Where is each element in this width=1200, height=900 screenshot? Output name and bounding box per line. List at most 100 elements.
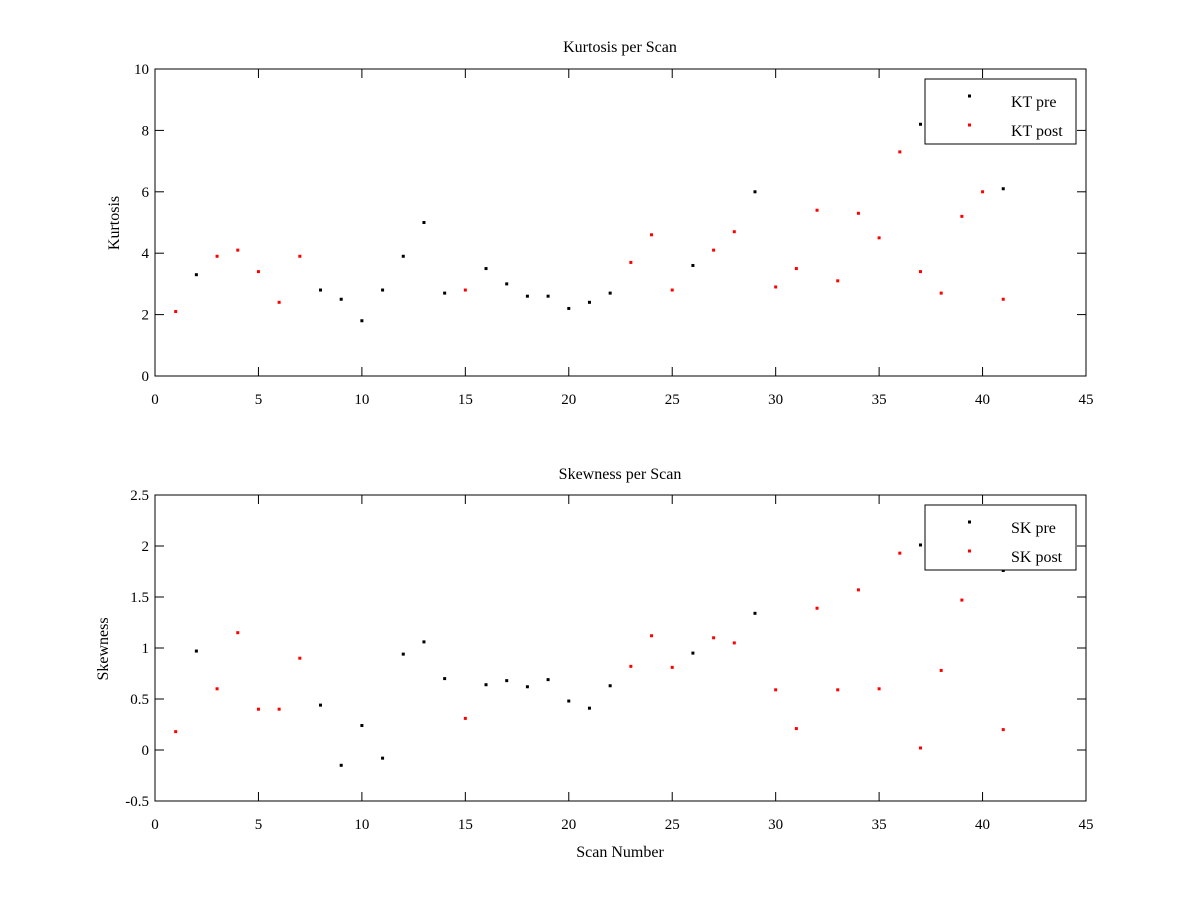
kurtosis-x-tick-label: 35: [872, 392, 887, 408]
kt-post-point: [836, 279, 840, 283]
sk-pre-point: [567, 699, 571, 703]
kurtosis-x-tick-label: 25: [665, 392, 680, 408]
sk-pre-point: [422, 640, 426, 644]
kt-pre-point: [567, 306, 571, 310]
skewness-x-tick-label: 40: [975, 817, 990, 833]
sk-post-point: [877, 687, 881, 691]
sk-pre-point: [505, 679, 509, 683]
kt-post-point: [277, 300, 281, 304]
kt-pre-point: [422, 221, 426, 224]
sk-pre-point: [319, 703, 323, 707]
kurtosis-y-axis-label: Kurtosis: [106, 196, 123, 250]
kt-post-point: [650, 233, 654, 237]
kt-post-point: [856, 211, 860, 215]
kt-post-point: [463, 288, 467, 292]
kurtosis-x-tick-label: 5: [255, 392, 263, 408]
kurtosis-y-tick-label: 2: [142, 308, 150, 324]
kt-post-point: [712, 248, 716, 252]
sk-post-point: [1001, 728, 1005, 732]
kurtosis-legend: KT pre KT post: [924, 78, 1077, 145]
legend-marker-sk-post: [968, 549, 971, 553]
sk-post-point: [215, 687, 219, 691]
skewness-points: [174, 510, 1005, 767]
skewness-y-axis-label: Skewness: [95, 617, 112, 680]
skewness-axes-box: [154, 494, 1087, 802]
kt-post-point: [898, 150, 902, 154]
sk-post-point: [918, 746, 922, 750]
kt-pre-point: [401, 254, 405, 258]
kurtosis-axes-box: [154, 68, 1087, 377]
kt-post-point: [774, 285, 778, 289]
legend-label-kt-pre: KT pre: [1011, 94, 1056, 111]
kurtosis-y-tick-label: 6: [142, 185, 150, 201]
sk-pre-point: [484, 683, 488, 687]
kt-post-point: [794, 267, 798, 271]
kt-post-point: [877, 236, 881, 240]
sk-pre-point: [546, 678, 550, 682]
kt-pre-point: [546, 294, 550, 298]
legend-label-sk-post: SK post: [1011, 549, 1063, 566]
kt-pre-point: [691, 263, 695, 267]
sk-post-point: [463, 716, 467, 720]
kt-pre-point: [1001, 187, 1005, 191]
kt-pre-point: [753, 190, 757, 194]
kurtosis-y-tick-label: 10: [134, 62, 149, 78]
sk-pre-point: [194, 649, 198, 653]
skewness-plot-title: Skewness per Scan: [559, 466, 682, 483]
kt-post-point: [215, 254, 219, 258]
kurtosis-ticks: 0 5 10 15 20 25 30 35 40 45 0 2 4 6 8 10: [134, 62, 1094, 408]
skewness-y-tick-label: 1: [142, 641, 150, 657]
sk-pre-point: [401, 652, 405, 656]
kt-post-point: [298, 254, 302, 258]
kt-pre-point: [525, 294, 529, 298]
kt-pre-point: [484, 267, 488, 271]
skewness-x-tick-label: 10: [354, 817, 369, 833]
skewness-x-tick-label: 30: [768, 817, 783, 833]
kurtosis-x-tick-label: 40: [975, 392, 990, 408]
kt-post-point: [918, 270, 922, 274]
sk-post-point: [629, 664, 633, 668]
skewness-legend: SK pre SK post: [924, 504, 1077, 571]
kurtosis-x-tick-label: 10: [354, 392, 369, 408]
sk-post-point: [256, 707, 260, 711]
kt-pre-point: [443, 291, 447, 295]
sk-pre-point: [381, 756, 385, 760]
sk-pre-point: [608, 684, 612, 688]
kt-pre-point: [587, 300, 591, 304]
legend-label-kt-post: KT post: [1011, 123, 1063, 140]
skewness-legend-box: [924, 504, 1077, 571]
kt-post-point: [256, 270, 260, 274]
sk-post-point: [670, 665, 674, 669]
kt-pre-point: [505, 282, 509, 286]
kurtosis-y-tick-label: 8: [142, 123, 150, 139]
kt-pre-point: [194, 273, 198, 277]
sk-post-point: [898, 551, 902, 555]
kurtosis-y-tick-label: 4: [142, 246, 150, 262]
kurtosis-x-tick-label: 0: [151, 392, 159, 408]
kt-post-point: [236, 248, 240, 252]
skewness-x-tick-label: 45: [1079, 817, 1094, 833]
legend-label-sk-pre: SK pre: [1011, 520, 1056, 537]
kurtosis-plot: Kurtosis per Scan Kurtosis 0 5 10 15 20 25 30 3…: [106, 39, 1094, 408]
kurtosis-y-tick-label: 0: [142, 369, 150, 385]
skewness-x-axis-label: Scan Number: [576, 844, 664, 861]
kt-pre-point: [360, 319, 364, 323]
sk-post-point: [856, 588, 860, 592]
sk-pre-point: [360, 724, 364, 728]
sk-post-point: [174, 730, 178, 734]
legend-marker-sk-pre: [968, 520, 971, 524]
kt-post-point: [960, 214, 964, 218]
skewness-x-tick-label: 20: [561, 817, 576, 833]
kt-pre-point: [339, 297, 343, 301]
sk-post-point: [732, 641, 736, 645]
legend-marker-kt-pre: [968, 94, 971, 98]
sk-post-point: [939, 668, 943, 672]
sk-post-point: [774, 688, 778, 692]
kt-post-point: [174, 310, 178, 314]
sk-pre-point: [753, 611, 757, 615]
skewness-y-tick-label: 0.5: [130, 692, 149, 708]
skewness-y-tick-label: 2: [142, 539, 150, 555]
kt-post-point: [939, 291, 943, 295]
sk-post-point: [836, 688, 840, 692]
